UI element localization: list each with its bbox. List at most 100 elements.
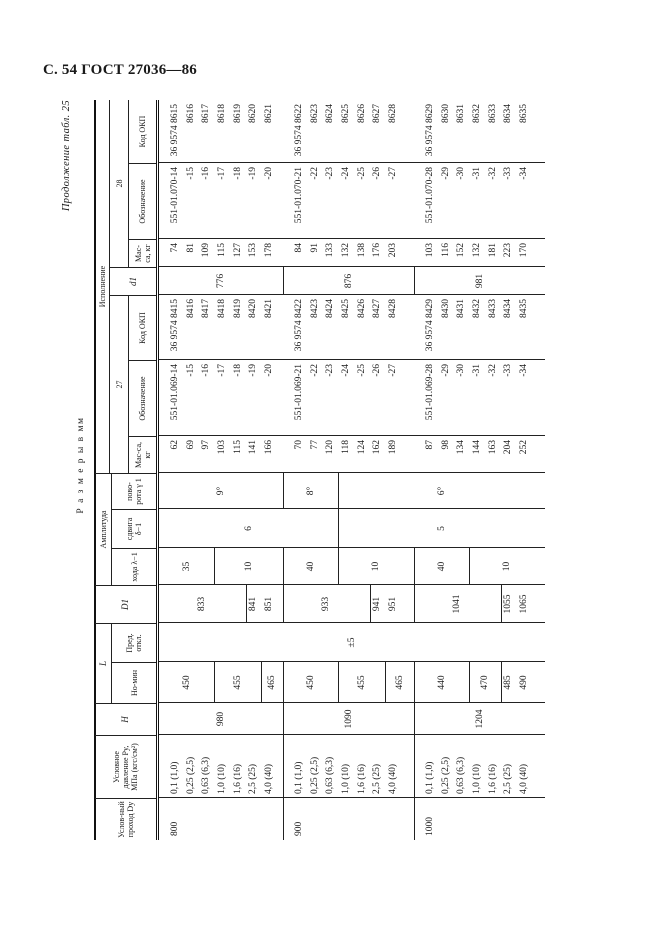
cell-obozn27: 551-01.069-28	[424, 364, 435, 421]
cell-obozn28: -30	[456, 167, 467, 180]
cell-kod28: 8624	[325, 104, 336, 123]
header-ispolnenie: Исполнение	[95, 100, 110, 473]
cell-l_nom: 440	[436, 675, 447, 690]
cell-obozn28: -18	[232, 167, 243, 180]
cell-obozn28: -24	[341, 167, 352, 180]
cell-kod27: 8418	[217, 299, 228, 318]
cell-mass27: 103	[217, 440, 228, 455]
cell-h: 1090	[343, 709, 354, 729]
cell-kod28: 8632	[472, 104, 483, 123]
cell-obozn28: -19	[248, 167, 259, 180]
cell-povorota: 9°	[216, 486, 226, 496]
header-l-tolerance: Пред. откл.	[112, 623, 157, 662]
cell-obozn28: -26	[372, 167, 383, 180]
cell-h: 980	[216, 711, 226, 727]
cell-p: 0,1 (1,0)	[169, 761, 180, 794]
cell-kod28: 8634	[503, 104, 514, 123]
cell-p: 0,25 (2,5)	[309, 756, 320, 794]
cell-mass28: 116	[440, 243, 451, 257]
page-header: С. 54 ГОСТ 27036—86	[43, 62, 197, 78]
cell-mass27: 118	[341, 440, 352, 454]
cell-l_nom: 485	[503, 675, 514, 690]
cell-p: 1,6 (16)	[356, 763, 367, 794]
cell-povorota: 6°	[436, 486, 447, 496]
cell-d1_big: 1065	[519, 594, 530, 614]
cell-kod27: 8416	[185, 299, 196, 318]
cell-dy: 1000	[424, 817, 435, 836]
header-l: L	[95, 623, 112, 703]
cell-kod27: 8420	[248, 299, 259, 318]
cell-hoda: 40	[436, 561, 447, 572]
cell-mass28: 132	[472, 243, 483, 258]
cell-hoda: 35	[181, 561, 192, 572]
cell-mass27: 115	[232, 440, 243, 454]
header-dy: Услов-ный проход Dy	[95, 798, 157, 840]
cell-kod28: 8623	[309, 104, 320, 123]
cell-obozn27: -19	[248, 364, 259, 377]
cell-mass28: 138	[356, 243, 367, 258]
cell-l_pred: ±5	[347, 637, 357, 648]
cell-kod28: 36 9574 8629	[424, 104, 435, 157]
cell-obozn27: -30	[456, 364, 467, 377]
cell-p: 1,0 (10)	[472, 763, 483, 794]
cell-d1_small: 981	[474, 273, 485, 289]
header-amplitude-sdviga: сдвига δ−1	[112, 509, 157, 548]
cell-obozn27: -22	[309, 364, 320, 377]
cell-obozn27: 551-01.069-21	[293, 364, 304, 421]
cell-p: 0,25 (2,5)	[440, 756, 451, 794]
cell-obozn27: -34	[519, 364, 530, 377]
cell-kod28: 36 9574 8622	[293, 104, 304, 157]
cell-kod27: 8434	[503, 299, 514, 318]
cell-kod28: 36 9574 8615	[169, 104, 180, 157]
group-rule	[283, 735, 284, 798]
cell-kod28: 8630	[440, 104, 451, 123]
cell-d1_big: 841	[248, 596, 259, 612]
cell-mass28: 176	[372, 243, 383, 258]
cell-kod27: 8419	[232, 299, 243, 318]
cell-obozn28: 551-01.070-28	[424, 167, 435, 224]
cell-kod27: 8425	[341, 299, 352, 318]
cell-rule	[283, 798, 284, 840]
cell-mass27: 69	[185, 440, 196, 450]
header-okp-code-28: Код ОКП	[129, 100, 157, 163]
cell-d1_big: 933	[321, 596, 332, 612]
cell-p: 4,0 (40)	[388, 763, 399, 794]
cell-kod27: 36 9574 8415	[169, 299, 180, 352]
header-amplitude: Амплитуда	[95, 473, 112, 585]
cell-d1_big: 851	[264, 596, 275, 612]
cell-mass27: 87	[424, 440, 435, 450]
cell-obozn28: -23	[325, 167, 336, 180]
cell-p: 2,5 (25)	[503, 763, 514, 794]
cell-obozn28: -32	[487, 167, 498, 180]
cell-dy: 900	[293, 821, 304, 836]
cell-d1_big: 1055	[503, 594, 514, 614]
cell-mass27: 166	[264, 440, 275, 455]
cell-mass28: 103	[424, 243, 435, 258]
cell-p: 0,25 (2,5)	[185, 756, 196, 794]
cell-l_nom: 455	[232, 675, 243, 690]
cell-kod27: 8427	[372, 299, 383, 318]
cell-kod27: 36 9574 8429	[424, 299, 435, 352]
cell-kod27: 8423	[309, 299, 320, 318]
cell-d1_big: 833	[197, 596, 208, 612]
cell-kod27: 8417	[201, 299, 212, 318]
cell-obozn28: -25	[356, 167, 367, 180]
cell-p: 1,0 (10)	[341, 763, 352, 794]
cell-mass27: 141	[248, 440, 259, 455]
cell-p: 4,0 (40)	[264, 763, 275, 794]
cell-kod28: 8628	[388, 104, 399, 123]
cell-mass28: 181	[487, 243, 498, 258]
cell-mass27: 162	[372, 440, 383, 455]
cell-d1_small: 876	[343, 273, 354, 289]
cell-mass27: 70	[293, 440, 304, 450]
cell-d1_small: 776	[216, 273, 226, 289]
cell-mass27: 77	[309, 440, 320, 450]
cell-obozn27: -32	[487, 364, 498, 377]
cell-mass28: 115	[217, 243, 228, 257]
cell-povorota: 8°	[305, 486, 316, 496]
header-pressure: Условное давление Py, МПа (кгс/см²)	[95, 735, 157, 798]
cell-obozn28: -22	[309, 167, 320, 180]
cell-mass27: 98	[440, 440, 451, 450]
cell-obozn28: -27	[388, 167, 399, 180]
cell-hoda: 10	[502, 561, 513, 572]
